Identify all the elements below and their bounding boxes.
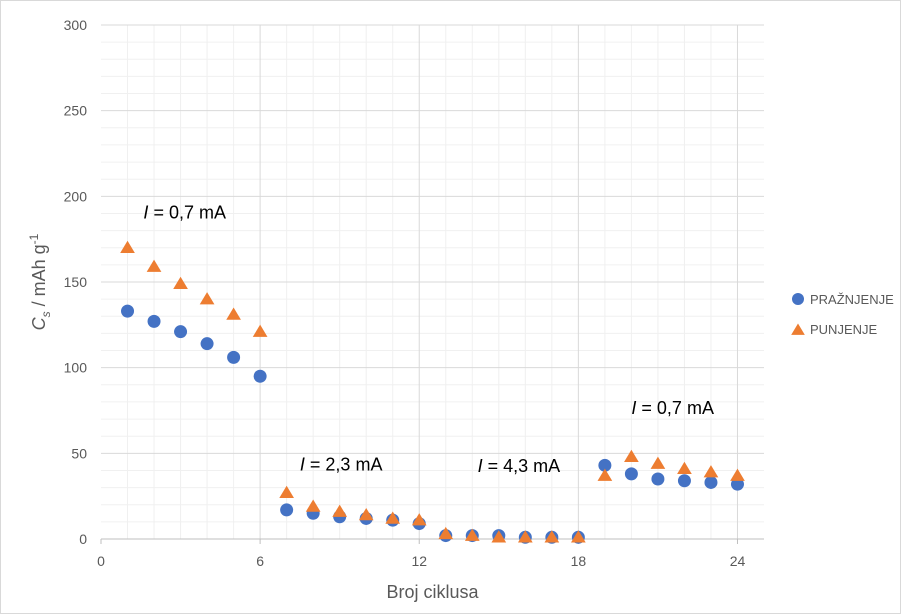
current-annotation: I = 0,7 mA: [143, 203, 226, 223]
point-punjenje: [730, 468, 745, 481]
y-axis-title-main: C: [29, 316, 49, 330]
point-punjenje: [650, 456, 666, 469]
grid-lines: [101, 24, 764, 539]
legend-label: PUNJENJE: [810, 322, 878, 337]
x-axis-title: Broj ciklusa: [386, 582, 479, 602]
point-prazjenje: [704, 475, 718, 489]
point-prazjenje: [147, 314, 161, 328]
y-tick-label: 250: [64, 103, 88, 119]
point-punjenje: [279, 485, 294, 498]
point-punjenje: [385, 511, 401, 524]
point-punjenje: [677, 461, 692, 475]
y-tick-label: 300: [64, 17, 88, 33]
point-punjenje: [358, 508, 374, 521]
point-punjenje: [146, 259, 162, 272]
current-annotation: I = 0,7 mA: [631, 398, 714, 418]
x-tick-label: 12: [411, 553, 427, 569]
point-prazjenje: [200, 337, 214, 351]
x-tick-label: 0: [97, 553, 105, 569]
legend-label: PRAŽNJENJE: [810, 292, 894, 307]
point-punjenje: [438, 526, 454, 540]
y-tick-label: 200: [64, 188, 88, 204]
point-punjenje: [703, 465, 719, 478]
point-punjenje: [332, 504, 348, 517]
point-punjenje: [252, 324, 268, 337]
y-tick-label: 50: [71, 445, 87, 461]
y-axis-title-rest: / mAh g: [29, 244, 49, 311]
point-prazjenje: [227, 350, 241, 364]
x-tick-label: 18: [571, 553, 587, 569]
point-prazjenje: [677, 474, 691, 488]
current-annotation: I = 2,3 mA: [300, 454, 383, 474]
axes: 0 50 100 150 200 250 300 0 6 12 18 24: [64, 17, 764, 569]
point-punjenje: [120, 240, 135, 253]
point-punjenje: [597, 468, 613, 481]
point-punjenje: [199, 292, 215, 305]
point-punjenje: [491, 530, 507, 543]
legend: PRAŽNJENJE PUNJENJE: [791, 292, 894, 337]
point-punjenje: [305, 499, 321, 512]
point-punjenje: [411, 513, 427, 526]
point-punjenje: [571, 530, 586, 543]
point-punjenje: [464, 528, 480, 541]
y-tick-label: 100: [64, 360, 88, 376]
y-tick-label: 0: [79, 531, 87, 547]
y-axis-title-sub: s: [39, 311, 53, 317]
point-prazjenje: [651, 472, 665, 486]
point-punjenje: [544, 530, 560, 543]
x-tick-label: 6: [256, 553, 264, 569]
y-axis-title-sup: -1: [27, 233, 41, 244]
point-prazjenje: [624, 467, 638, 481]
point-prazjenje: [280, 503, 294, 517]
legend-marker-triangle: [791, 323, 805, 335]
y-axis-title: Cs / mAh g-1: [27, 233, 53, 330]
x-tick-label: 24: [730, 553, 746, 569]
point-prazjenje: [121, 304, 135, 318]
data-points: [120, 240, 745, 544]
y-tick-label: 150: [64, 274, 88, 290]
point-punjenje: [173, 276, 188, 289]
annotations: I = 0,7 mA I = 2,3 mA I = 4,3 mA I = 0,7 mA: [143, 203, 714, 477]
point-prazjenje: [174, 325, 188, 339]
point-punjenje: [517, 530, 533, 543]
legend-marker-circle: [792, 293, 804, 305]
point-prazjenje: [253, 369, 267, 383]
point-prazjenje: [598, 458, 612, 472]
point-prazjenje: [730, 477, 744, 491]
point-punjenje: [226, 307, 241, 320]
current-annotation: I = 4,3 mA: [478, 456, 561, 476]
point-punjenje: [624, 449, 639, 463]
